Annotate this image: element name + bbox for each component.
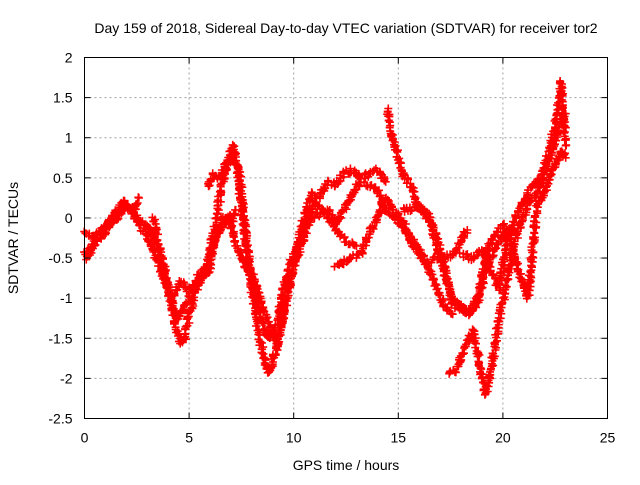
x-tick-label: 15: [391, 430, 407, 446]
x-tick-label: 10: [286, 430, 302, 446]
plus-markers: [204, 140, 361, 342]
x-tick-label: 5: [185, 430, 193, 446]
data-points: [80, 77, 571, 399]
chart-title: Day 159 of 2018, Sidereal Day-to-day VTE…: [94, 20, 597, 36]
x-tick-label: 20: [495, 430, 511, 446]
data-series: [330, 193, 472, 271]
y-tick-label: 0: [65, 210, 73, 226]
y-tick-label: -0.5: [48, 250, 72, 266]
data-series: [455, 77, 571, 295]
y-tick-labels: -2.5 -2 -1.5 -1 -0.5 0 0.5 1 1.5 2: [48, 50, 72, 427]
y-axis-title: SDTVAR / TECUs: [5, 182, 21, 294]
y-tick-label: -2: [60, 370, 73, 386]
axis-ticks: [84, 57, 608, 419]
plot-frame: [84, 57, 608, 419]
data-series: [204, 140, 361, 342]
x-tick-label: 0: [81, 430, 89, 446]
y-tick-label: 0.5: [53, 170, 73, 186]
plus-markers: [330, 193, 472, 271]
x-tick-labels: 0 5 10 15 20 25: [81, 430, 616, 446]
y-tick-label: 1: [65, 130, 73, 146]
y-tick-label: -2.5: [48, 411, 72, 427]
y-tick-label: -1: [60, 290, 73, 306]
y-tick-label: 2: [65, 50, 73, 66]
plus-markers: [455, 77, 571, 295]
y-tick-label: 1.5: [53, 90, 73, 106]
y-tick-label: -1.5: [48, 330, 72, 346]
x-tick-label: 25: [600, 430, 616, 446]
x-axis-title: GPS time / hours: [293, 457, 400, 473]
